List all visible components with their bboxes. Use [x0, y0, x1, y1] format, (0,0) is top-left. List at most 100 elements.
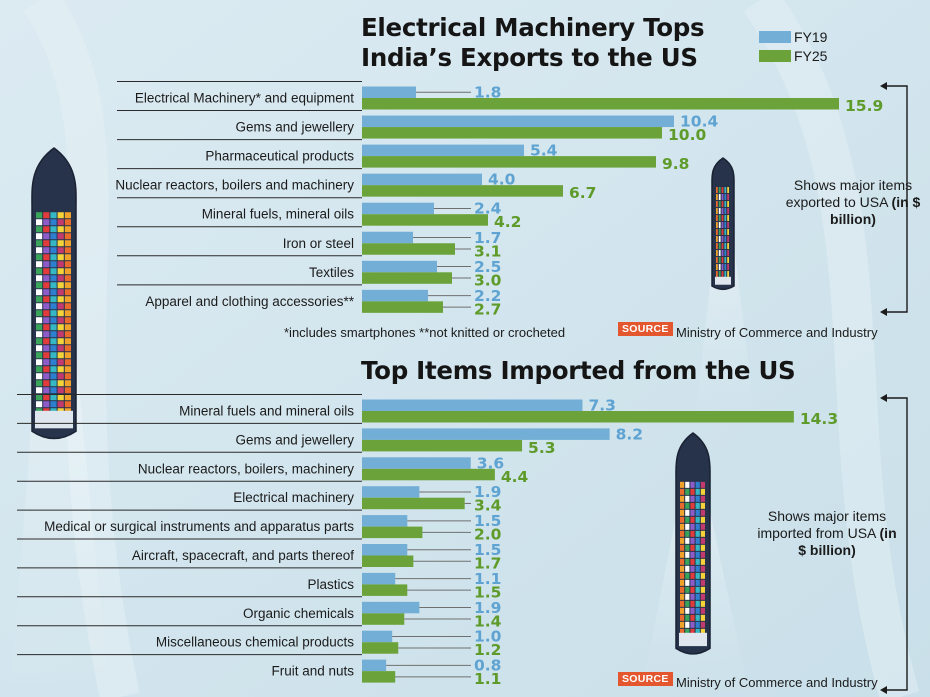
ship-container [680, 537, 685, 544]
ship-container [685, 544, 690, 551]
exports-unit-note: Shows major items exported to USA (in $ … [785, 177, 921, 227]
ship-container [36, 380, 43, 387]
ship-container [685, 579, 690, 586]
ship-container [700, 488, 705, 495]
data-label: 6.7 [569, 184, 596, 202]
ship-container [50, 219, 57, 226]
ship-container [700, 614, 705, 621]
footnote: *includes smartphones **not knitted or c… [284, 325, 566, 340]
ship-container [43, 254, 50, 261]
ship-container [718, 271, 721, 278]
ship-container [700, 523, 705, 530]
data-label: 1.2 [474, 641, 501, 659]
imports-unit-note: Shows major items imported from USA (in … [757, 508, 897, 558]
ship-container [64, 233, 71, 240]
ship-container [727, 250, 729, 257]
ship-container [685, 523, 690, 530]
ship-container [716, 250, 718, 257]
data-label: 8.2 [616, 425, 643, 443]
ship-container [724, 250, 727, 257]
bar-fy25 [362, 642, 399, 654]
ship-container [680, 523, 685, 530]
ship-container [43, 366, 50, 373]
ship-container [690, 530, 695, 537]
ship-container [43, 296, 50, 303]
ship-container [43, 394, 50, 401]
ship-container [43, 289, 50, 296]
ship-container [685, 572, 690, 579]
ship-container [721, 187, 724, 194]
ship-container [64, 219, 71, 226]
ship-container [680, 600, 685, 607]
ship-container [695, 565, 700, 572]
ship-container [64, 373, 71, 380]
data-label: 5.3 [528, 439, 555, 457]
ship-container [721, 215, 724, 222]
ship-container [680, 579, 685, 586]
ship-container [680, 614, 685, 621]
ship-container [36, 275, 43, 282]
bar-group: Mineral fuels and mineral oils 7.3 14.3 [17, 394, 838, 428]
ship-container [716, 187, 718, 194]
data-label: 14.3 [800, 410, 838, 428]
ship-bridge [679, 632, 707, 647]
ship-container [695, 621, 700, 628]
data-label: 15.9 [845, 97, 883, 115]
ship-container [695, 509, 700, 516]
ship-container [690, 614, 695, 621]
ship-container [716, 229, 718, 236]
bar-group: Aircraft, spacecraft, and parts thereof 1… [17, 538, 501, 573]
ship-container [50, 380, 57, 387]
ship-container [680, 628, 685, 635]
ship-container [43, 380, 50, 387]
ship-container [50, 275, 57, 282]
ship-container [43, 401, 50, 408]
ship-container [690, 481, 695, 488]
ship-container [36, 219, 43, 226]
ship-container [695, 628, 700, 635]
ship-container [680, 502, 685, 509]
ship-container [36, 240, 43, 247]
bar-fy25 [362, 272, 452, 284]
ship-container [695, 537, 700, 544]
ship-container [695, 586, 700, 593]
ship-container [727, 264, 729, 271]
ship-container [716, 208, 718, 215]
ship-container [690, 523, 695, 530]
bar-fy19 [362, 601, 420, 614]
ship-container [57, 233, 64, 240]
ship-container [700, 572, 705, 579]
ship-container [50, 317, 57, 324]
ship-container [64, 247, 71, 254]
ship-container [690, 509, 695, 516]
ship-container [43, 345, 50, 352]
ship-container [680, 495, 685, 502]
ship-container [716, 236, 718, 243]
category-label: Apparel and clothing accessories** [145, 294, 354, 309]
ship-container [64, 240, 71, 247]
ship-container [690, 628, 695, 635]
data-label: 2.5 [474, 258, 501, 276]
ship-container [36, 338, 43, 345]
ship-container [724, 229, 727, 236]
ship-container [36, 247, 43, 254]
ship-bridge [35, 410, 73, 429]
bar-fy19 [362, 144, 524, 157]
data-label: 3.6 [477, 454, 504, 472]
category-label: Nuclear reactors, boilers and machinery [115, 178, 354, 193]
category-label: Plastics [307, 577, 354, 592]
ship-container [43, 387, 50, 394]
bar-group: Electrical Machinery* and equipment 1.8 15… [117, 81, 883, 115]
ship-container [718, 264, 721, 271]
ship-container [64, 275, 71, 282]
ship-container [64, 366, 71, 373]
ship-container [680, 551, 685, 558]
ship-container [50, 394, 57, 401]
ship-container [50, 352, 57, 359]
bar-fy19 [362, 86, 416, 98]
ship-container [43, 247, 50, 254]
ship-container [727, 236, 729, 243]
ship-container [50, 373, 57, 380]
ship-container [680, 509, 685, 516]
ship-container [690, 502, 695, 509]
